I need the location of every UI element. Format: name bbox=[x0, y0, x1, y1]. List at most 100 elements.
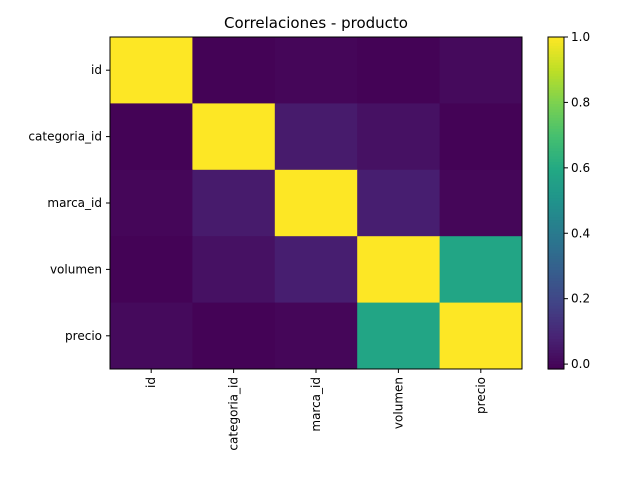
colorbar-segment bbox=[548, 205, 564, 210]
colorbar-segment bbox=[548, 59, 564, 63]
colorbar-segment bbox=[548, 103, 564, 107]
colorbar-segment bbox=[548, 122, 564, 127]
colorbar-segment bbox=[548, 147, 564, 152]
colorbar-tick-label: 0.8 bbox=[571, 95, 590, 109]
row-label-marca_id: marca_id bbox=[47, 196, 102, 210]
colorbar-segment bbox=[548, 280, 564, 284]
colorbar-segment bbox=[548, 194, 564, 199]
colorbar: 0.0 0.2 0.4 0.6 0.8 1.0 bbox=[547, 30, 590, 371]
colorbar-segment bbox=[548, 274, 564, 279]
colorbar-segment bbox=[548, 111, 564, 116]
heatmap-cell-precio-categoria_id bbox=[192, 302, 276, 370]
heatmap-cell-categoria_id-precio bbox=[439, 103, 523, 171]
colorbar-tick-label: 1.0 bbox=[571, 30, 590, 44]
colorbar-segment bbox=[548, 89, 564, 93]
heatmap-cell-precio-id bbox=[110, 302, 193, 370]
colorbar-segment bbox=[548, 321, 564, 326]
row-label-precio: precio bbox=[65, 329, 102, 343]
colorbar-segment bbox=[548, 302, 564, 306]
colorbar-segment bbox=[548, 313, 564, 318]
heatmap-cell-marca_id-categoria_id bbox=[192, 169, 276, 237]
colorbar-segment bbox=[548, 153, 564, 157]
colorbar-segment bbox=[548, 175, 564, 179]
heatmap-cell-id-precio bbox=[439, 37, 523, 104]
heatmap-cell-precio-precio bbox=[439, 302, 523, 370]
heatmap-cell-id-id bbox=[110, 37, 193, 104]
colorbar-segment bbox=[548, 263, 564, 268]
heatmap-cell-categoria_id-categoria_id bbox=[192, 103, 276, 171]
colorbar-segment bbox=[548, 360, 564, 365]
colorbar-segment bbox=[548, 100, 564, 104]
chart-title: Correlaciones - producto bbox=[224, 14, 408, 32]
colorbar-segment bbox=[548, 214, 564, 218]
colorbar-segment bbox=[548, 97, 564, 102]
colorbar-segment bbox=[548, 238, 564, 243]
colorbar-segment bbox=[548, 95, 564, 99]
col-label-precio: precio bbox=[474, 377, 488, 414]
colorbar-segment bbox=[548, 56, 564, 60]
colorbar-segment bbox=[548, 366, 564, 370]
colorbar-segment bbox=[548, 310, 564, 315]
colorbar-segment bbox=[548, 299, 564, 304]
colorbar-segment bbox=[548, 167, 564, 171]
row-label-volumen: volumen bbox=[50, 262, 102, 276]
colorbar-segment bbox=[548, 250, 564, 254]
heatmap-cell-volumen-precio bbox=[439, 236, 523, 304]
colorbar-segment bbox=[548, 161, 564, 165]
colorbar-segment bbox=[548, 178, 564, 182]
colorbar-segment bbox=[548, 272, 564, 276]
colorbar-segment bbox=[548, 186, 564, 190]
colorbar-segment bbox=[548, 189, 564, 193]
colorbar-tick-label: 0.0 bbox=[571, 357, 590, 371]
colorbar-segment bbox=[548, 136, 564, 140]
colorbar-segment bbox=[548, 120, 564, 124]
colorbar-segment bbox=[548, 191, 564, 196]
colorbar-segment bbox=[548, 142, 564, 146]
colorbar-segment bbox=[548, 48, 564, 52]
colorbar-segment bbox=[548, 45, 564, 49]
colorbar-segment bbox=[548, 252, 564, 257]
colorbar-segment bbox=[548, 308, 564, 312]
heatmap-cell-marca_id-volumen bbox=[357, 169, 441, 237]
colorbar-segment bbox=[548, 67, 564, 71]
colorbar-segment bbox=[548, 258, 564, 262]
col-label-categoria_id: categoria_id bbox=[227, 377, 241, 451]
colorbar-segment bbox=[548, 341, 564, 345]
colorbar-segment bbox=[548, 53, 564, 57]
colorbar-segment bbox=[548, 128, 564, 132]
colorbar-segment bbox=[548, 125, 564, 129]
colorbar-segment bbox=[548, 72, 564, 77]
colorbar-segment bbox=[548, 327, 564, 331]
colorbar-segment bbox=[548, 169, 564, 174]
colorbar-segment bbox=[548, 319, 564, 323]
colorbar-segment bbox=[548, 133, 564, 138]
colorbar-segment bbox=[548, 158, 564, 163]
colorbar-segment bbox=[548, 50, 564, 55]
colorbar-segment bbox=[548, 164, 564, 168]
colorbar-tick-label: 0.4 bbox=[571, 226, 590, 240]
colorbar-segment bbox=[548, 277, 564, 282]
colorbar-segment bbox=[548, 222, 564, 226]
colorbar-segment bbox=[548, 324, 564, 329]
heatmap-cell-precio-volumen bbox=[357, 302, 441, 370]
colorbar-segment bbox=[548, 108, 564, 113]
colorbar-segment bbox=[548, 64, 564, 69]
colorbar-segment bbox=[548, 208, 564, 212]
colorbar-tick-label: 0.2 bbox=[571, 292, 590, 306]
colorbar-segment bbox=[548, 39, 564, 44]
colorbar-segment bbox=[548, 144, 564, 149]
colorbar-segment bbox=[548, 86, 564, 91]
col-label-id: id bbox=[144, 377, 158, 388]
colorbar-segment bbox=[548, 225, 564, 229]
colorbar-segment bbox=[548, 338, 564, 342]
colorbar-segment bbox=[548, 333, 564, 337]
colorbar-segment bbox=[548, 114, 564, 118]
colorbar-segment bbox=[548, 261, 564, 265]
colorbar-segment bbox=[548, 219, 564, 223]
heatmap-cell-marca_id-marca_id bbox=[274, 169, 358, 237]
heatmap-cell-categoria_id-id bbox=[110, 103, 193, 171]
colorbar-segment bbox=[548, 180, 564, 185]
row-label-id: id bbox=[91, 63, 102, 77]
colorbar-segment bbox=[548, 117, 564, 121]
